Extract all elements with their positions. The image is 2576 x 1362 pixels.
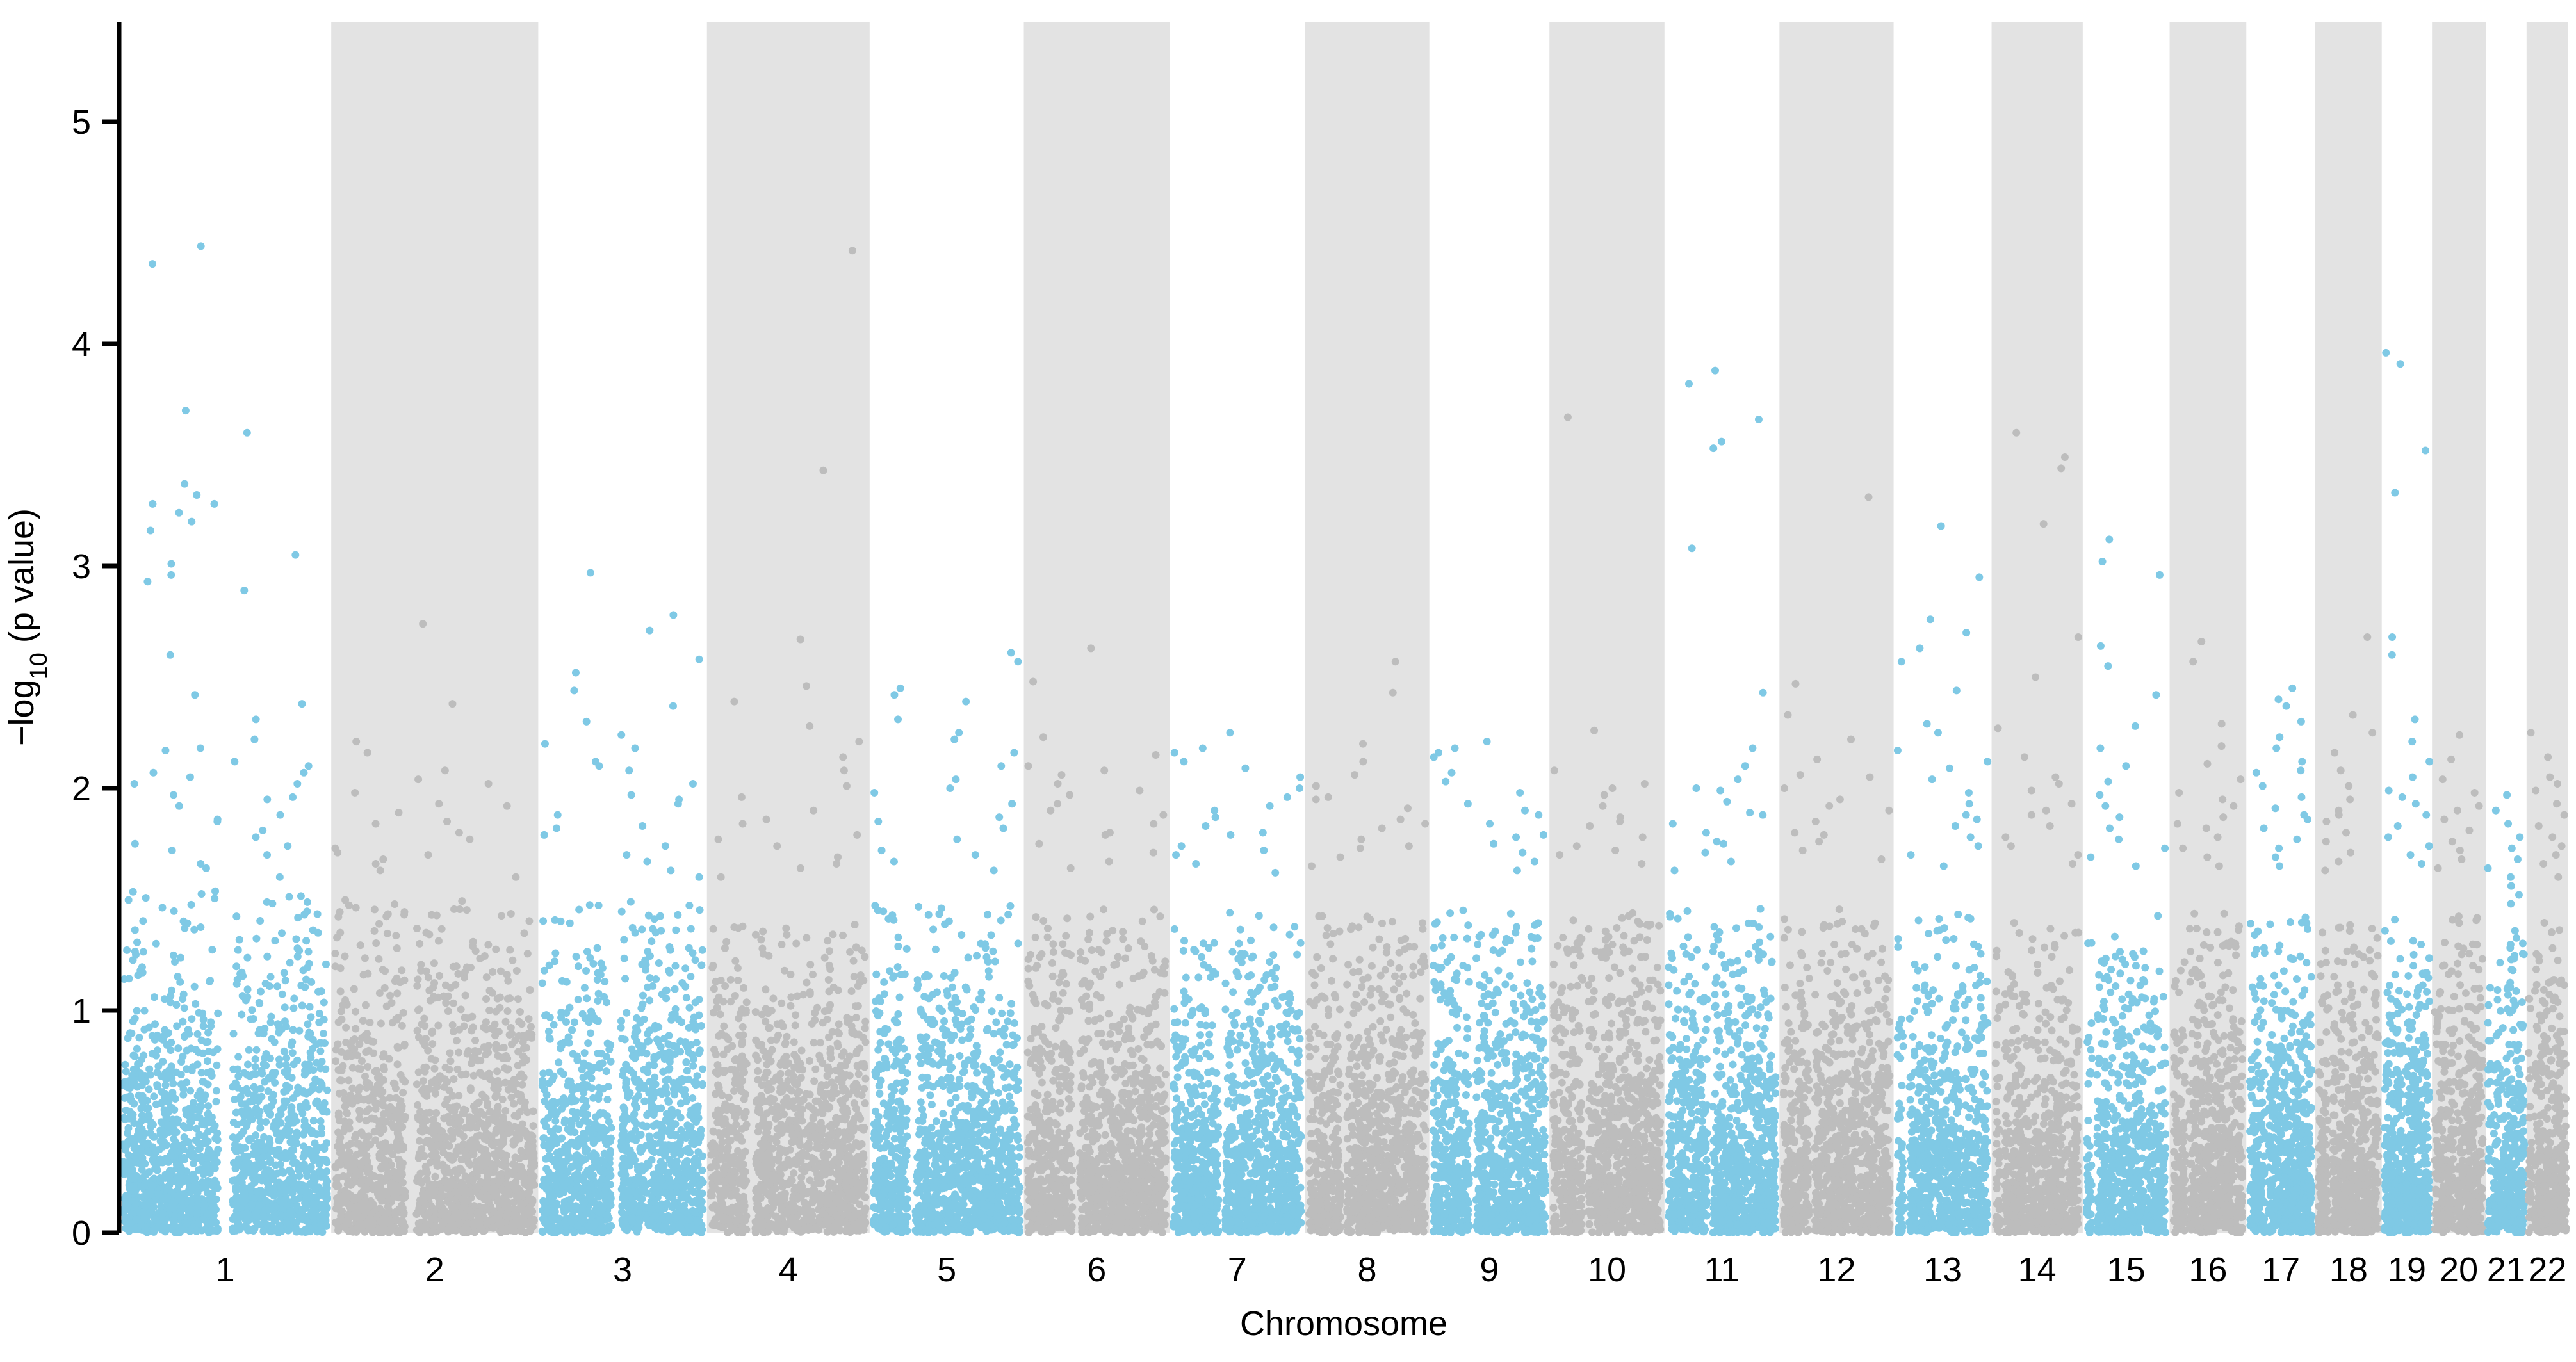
x-tick-label-chr-22: 22	[2528, 1251, 2566, 1289]
chromosome-points-5	[870, 649, 1024, 1236]
x-tick-label-chr-14: 14	[2018, 1251, 2057, 1289]
x-tick-label-chr-7: 7	[1228, 1251, 1247, 1289]
x-tick-label-chr-20: 20	[2440, 1251, 2478, 1289]
x-tick-label-chr-21: 21	[2487, 1251, 2525, 1289]
chromosome-band-4	[706, 22, 870, 1233]
scatter-point-layer	[119, 242, 2570, 1236]
chromosome-band-12	[1779, 22, 1894, 1233]
x-tick-label-chr-16: 16	[2189, 1251, 2227, 1289]
x-tick-label-chr-9: 9	[1480, 1251, 1499, 1289]
y-tick-label-5: 5	[72, 103, 91, 142]
chromosome-points-9	[1429, 738, 1550, 1236]
chromosome-points-14	[1991, 428, 2083, 1236]
x-tick-label-chr-11: 11	[1704, 1251, 1740, 1289]
x-tick-label-chr-13: 13	[1923, 1251, 1962, 1289]
axis-layer	[102, 22, 122, 1235]
chromosome-points-4	[706, 247, 870, 1236]
chromosome-points-13	[1893, 522, 1992, 1236]
chromosome-points-15	[2082, 535, 2170, 1236]
chromosome-points-19	[2381, 348, 2434, 1236]
x-axis-title: Chromosome	[1240, 1304, 1447, 1343]
x-tick-label-chr-19: 19	[2388, 1251, 2426, 1289]
chromosome-points-7	[1170, 729, 1305, 1236]
chromosome-points-20	[2431, 731, 2487, 1236]
chromosome-points-18	[2315, 633, 2383, 1236]
chromosome-points-16	[2169, 637, 2247, 1236]
y-axis-title-subscript: 10	[26, 653, 53, 679]
x-tick-label-chr-18: 18	[2329, 1251, 2368, 1289]
x-tick-label-chr-10: 10	[1588, 1251, 1626, 1289]
x-tick-label-chr-5: 5	[937, 1251, 956, 1289]
x-tick-label-chr-2: 2	[425, 1251, 444, 1289]
chromosome-points-2	[331, 620, 539, 1236]
x-tick-label-chr-3: 3	[613, 1251, 632, 1289]
chromosome-points-3	[538, 569, 707, 1236]
y-axis-title-suffix: (p value)	[3, 508, 41, 653]
x-tick-label-chr-15: 15	[2107, 1251, 2146, 1289]
chromosome-points-21	[2484, 791, 2529, 1236]
chromosome-points-8	[1305, 658, 1430, 1236]
y-tick-label-0: 0	[72, 1214, 91, 1253]
chromosome-points-22	[2525, 729, 2570, 1236]
x-tick-label-chr-17: 17	[2262, 1251, 2300, 1289]
x-tick-label-chr-12: 12	[1817, 1251, 1855, 1289]
chromosome-points-1	[119, 242, 332, 1236]
x-tick-label-chr-8: 8	[1358, 1251, 1377, 1289]
x-tick-label-chr-4: 4	[779, 1251, 798, 1289]
y-tick-label-2: 2	[72, 770, 91, 808]
chromosome-points-11	[1664, 366, 1780, 1236]
y-tick-label-1: 1	[72, 992, 91, 1030]
chromosome-points-17	[2246, 684, 2316, 1236]
y-axis-title: −log10 (p value)	[3, 508, 53, 746]
chromosome-points-6	[1023, 644, 1170, 1236]
y-axis-title-prefix: −log	[3, 679, 41, 746]
chromosome-points-10	[1549, 413, 1665, 1236]
y-tick-label-3: 3	[72, 547, 91, 586]
x-tick-label-chr-6: 6	[1087, 1251, 1106, 1289]
y-tick-label-4: 4	[72, 325, 91, 364]
x-tick-label-chr-1: 1	[216, 1251, 235, 1289]
chromosome-points-12	[1779, 493, 1894, 1236]
